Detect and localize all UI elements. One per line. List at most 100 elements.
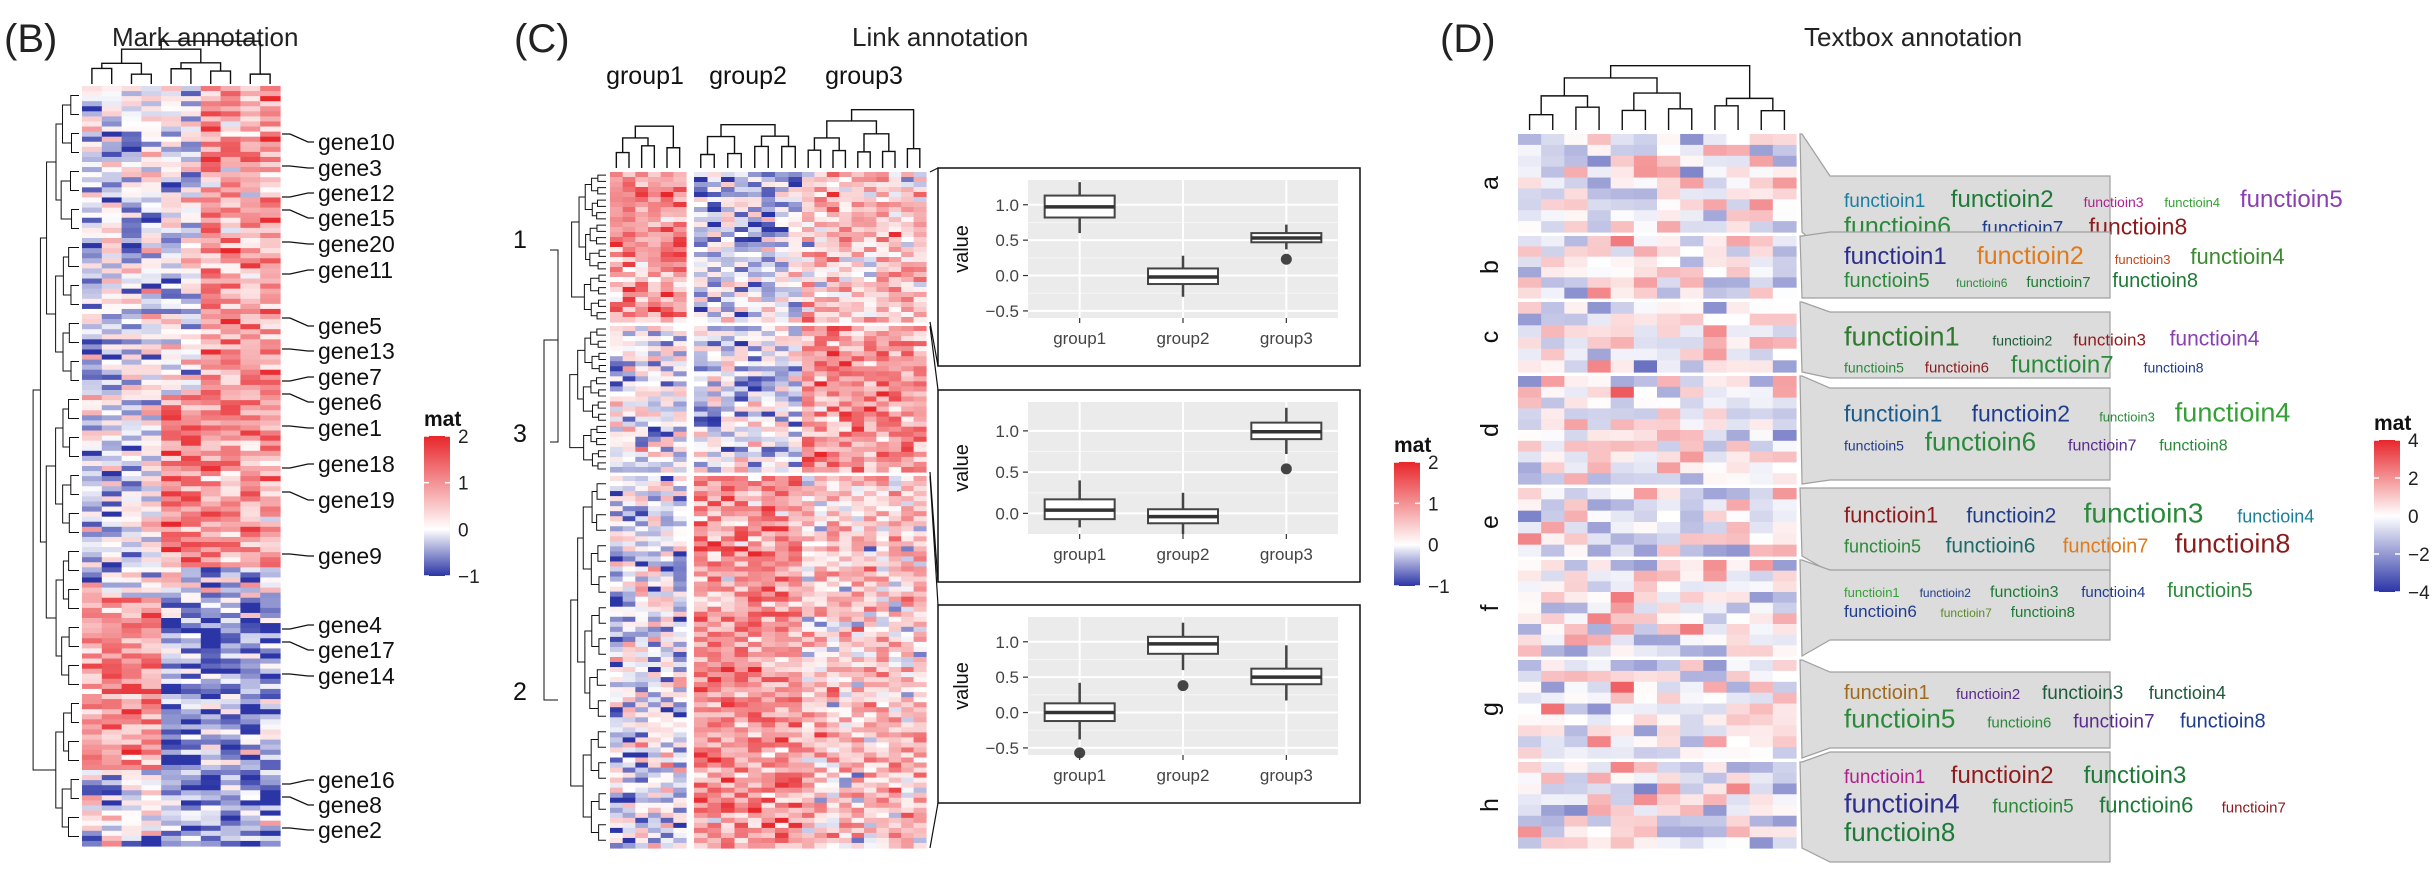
heatmap-cell (775, 758, 789, 764)
heatmap-cell (648, 778, 661, 784)
heatmap-cell (635, 692, 648, 698)
heatmap-cell (161, 289, 181, 295)
heatmap-cell (802, 177, 815, 183)
heatmap-cell (181, 172, 201, 178)
heatmap-cell (221, 765, 241, 771)
heatmap-cell (221, 385, 241, 391)
heatmap-cell (201, 319, 221, 325)
heatmap-cell (673, 697, 686, 703)
heatmap-cell (802, 587, 815, 593)
heatmap-cell (102, 512, 122, 518)
heatmap-cell (789, 818, 803, 824)
heatmap-cell (802, 277, 815, 283)
heatmap-cell (876, 212, 889, 218)
heatmap-cell (864, 227, 877, 233)
heatmap-cell (181, 628, 201, 634)
y-tick-label: −0.5 (985, 302, 1019, 321)
gene-mark-label: gene12 (318, 180, 395, 206)
heatmap-cell (762, 692, 776, 698)
heatmap-cell (721, 667, 735, 673)
heatmap-cell (102, 572, 122, 578)
heatmap-cell (161, 228, 181, 234)
heatmap-cell (775, 222, 789, 228)
heatmap-cell (852, 506, 865, 512)
heatmap-cell (141, 496, 161, 502)
heatmap-cell (673, 788, 686, 794)
heatmap-cell (201, 755, 221, 761)
heatmap-cell (201, 714, 221, 720)
heatmap-cell (102, 476, 122, 482)
heatmap-cell (802, 346, 815, 352)
heatmap-cell (762, 823, 776, 829)
heatmap-cell (82, 380, 102, 386)
heatmap-cell (694, 247, 708, 253)
heatmap-cell (762, 336, 776, 342)
heatmap-cell (748, 551, 762, 557)
heatmap-cell (610, 763, 623, 769)
heatmap-cell (623, 637, 636, 643)
heatmap-cell (789, 336, 803, 342)
heatmap-cell (141, 638, 161, 644)
heatmap-cell (181, 304, 201, 310)
heatmap-cell (201, 501, 221, 507)
heatmap-cell (876, 783, 889, 789)
heatmap-cell (914, 437, 927, 443)
heatmap-cell (914, 727, 927, 733)
heatmap-cell (240, 598, 260, 604)
heatmap-cell (610, 222, 623, 228)
heatmap-cell (635, 768, 648, 774)
heatmap-cell (240, 380, 260, 386)
heatmap-cell (648, 267, 661, 273)
heatmap-cell (789, 242, 803, 248)
heatmap-cell (82, 203, 102, 209)
heatmap-cell (914, 412, 927, 418)
heatmap-cell (102, 147, 122, 153)
heatmap-cell (839, 361, 852, 367)
heatmap-cell (852, 607, 865, 613)
heatmap-cell (610, 788, 623, 794)
heatmap-cell (201, 121, 221, 127)
heatmap-cell (876, 381, 889, 387)
heatmap-cell (827, 427, 840, 433)
heatmap-cell (122, 567, 142, 573)
heatmap-cell (102, 360, 122, 366)
heatmap-cell (102, 410, 122, 416)
heatmap-cell (635, 758, 648, 764)
heatmap-cell (102, 709, 122, 715)
heatmap-cell (610, 722, 623, 728)
heatmap-cell (708, 511, 722, 517)
heatmap-cell (748, 247, 762, 253)
heatmap-cell (102, 811, 122, 817)
heatmap-cell (802, 402, 815, 408)
heatmap-cell (694, 808, 708, 814)
heatmap-cell (610, 447, 623, 453)
heatmap-cell (648, 536, 661, 542)
heatmap-cell (876, 798, 889, 804)
heatmap-cell (240, 344, 260, 350)
heatmap-cell (82, 344, 102, 350)
heatmap-cell (635, 732, 648, 738)
heatmap-cell (864, 381, 877, 387)
heatmap-cell (141, 425, 161, 431)
heatmap-cell (102, 643, 122, 649)
heatmap-cell (635, 617, 648, 623)
heatmap-cell (901, 287, 914, 293)
heatmap-cell (827, 536, 840, 542)
heatmap-cell (864, 366, 877, 372)
heatmap-cell (802, 727, 815, 733)
heatmap-cell (260, 664, 280, 670)
heatmap-cell (102, 375, 122, 381)
y-tick-label: 0.0 (995, 704, 1019, 723)
heatmap-cell (721, 627, 735, 633)
heatmap-cell (876, 717, 889, 723)
row-dendrogram-link (590, 228, 597, 241)
heatmap-cell (694, 331, 708, 337)
heatmap-cell (122, 816, 142, 822)
heatmap-cell (748, 667, 762, 673)
heatmap-cell (623, 447, 636, 453)
heatmap-cell (610, 427, 623, 433)
gene-mark-label: gene10 (318, 129, 395, 155)
heatmap-cell (852, 351, 865, 357)
heatmap-cell (876, 597, 889, 603)
heatmap-cell (814, 566, 827, 572)
